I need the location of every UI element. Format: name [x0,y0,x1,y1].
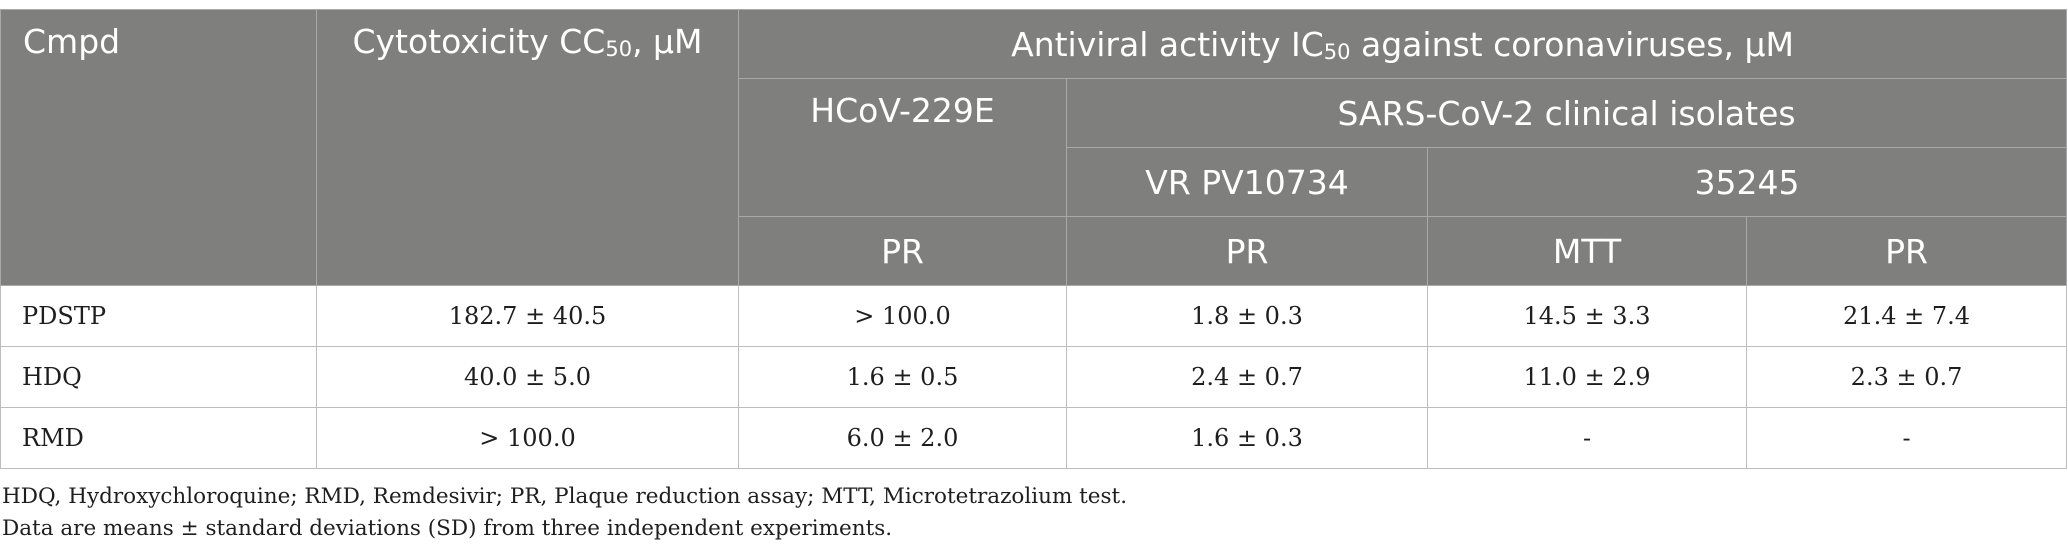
header-method-vr-pr: PR [1066,216,1428,286]
table-footnotes: HDQ, Hydroxychloroquine; RMD, Remdesivir… [2,481,1127,545]
cell-hcov-pr: 6.0 ± 2.0 [738,407,1067,469]
header-hcov-229e: HCoV-229E [738,78,1067,217]
table-header: Cmpd Cytotoxicity CC50, μM Antiviral act… [0,9,2068,286]
cell-iso-pr: - [1745,407,2068,469]
header-method-mtt: MTT [1427,216,1747,286]
cell-vr-pr: 1.8 ± 0.3 [1066,285,1428,347]
header-method-hcov-pr: PR [738,216,1067,286]
cell-hcov-pr: > 100.0 [738,285,1067,347]
header-antiviral-activity: Antiviral activity IC50 against coronavi… [737,9,2068,79]
cell-iso-pr: 2.3 ± 0.7 [1745,346,2068,408]
cell-cmpd: HDQ [0,346,317,408]
table-row: RMD > 100.0 6.0 ± 2.0 1.6 ± 0.3 - - [0,407,2068,469]
cell-iso-mtt: - [1427,407,1747,469]
cell-cmpd: RMD [0,407,317,469]
results-table-container: Cmpd Cytotoxicity CC50, μM Antiviral act… [0,9,2068,469]
cell-iso-pr: 21.4 ± 7.4 [1745,285,2068,347]
cell-cc50: 182.7 ± 40.5 [316,285,739,347]
cell-cc50: 40.0 ± 5.0 [316,346,739,408]
header-cmpd: Cmpd [0,9,317,286]
header-method-isolate-pr: PR [1745,216,2068,286]
header-cytotoxicity-subscript: 50 [605,37,633,61]
header-sars-cov-2: SARS-CoV-2 clinical isolates [1065,78,2068,148]
cell-hcov-pr: 1.6 ± 0.5 [738,346,1067,408]
cell-vr-pr: 2.4 ± 0.7 [1066,346,1428,408]
header-isolate-35245: 35245 [1426,147,2068,217]
table-row: HDQ 40.0 ± 5.0 1.6 ± 0.5 2.4 ± 0.7 11.0 … [0,346,2068,408]
footnote-abbreviations: HDQ, Hydroxychloroquine; RMD, Remdesivir… [2,484,1128,509]
header-vr-pv10734: VR PV10734 [1066,147,1428,217]
header-antiviral-text: Antiviral activity IC [1011,24,1324,64]
cell-iso-mtt: 14.5 ± 3.3 [1427,285,1747,347]
cell-vr-pr: 1.6 ± 0.3 [1066,407,1428,469]
header-antiviral-subscript: 50 [1323,39,1351,64]
cell-cc50: > 100.0 [316,407,739,469]
table-row: PDSTP 182.7 ± 40.5 > 100.0 1.8 ± 0.3 14.… [0,285,2068,347]
cell-cmpd: PDSTP [0,285,317,347]
header-cytotoxicity-unit: , μM [632,22,703,61]
header-cytotoxicity: Cytotoxicity CC50, μM [316,9,739,286]
footnote-data-description: Data are means ± standard deviations (SD… [2,516,893,541]
table-body: PDSTP 182.7 ± 40.5 > 100.0 1.8 ± 0.3 14.… [0,285,2068,469]
cell-iso-mtt: 11.0 ± 2.9 [1427,346,1747,408]
header-cytotoxicity-text: Cytotoxicity CC [352,22,606,61]
header-antiviral-suffix: against coronaviruses, μM [1350,24,1794,64]
antiviral-activity-table: Cmpd Cytotoxicity CC50, μM Antiviral act… [0,9,2068,469]
